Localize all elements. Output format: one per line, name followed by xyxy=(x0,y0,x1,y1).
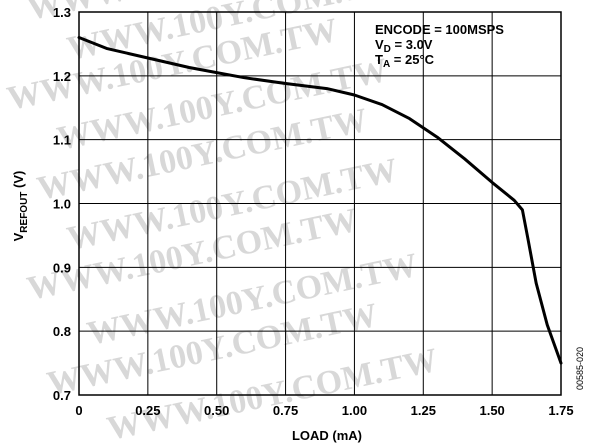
x-tick-label: 0 xyxy=(75,403,82,418)
figure-id: 00585-020 xyxy=(575,347,585,390)
y-axis-label-unit: (V) xyxy=(11,171,26,192)
annotation-ta-main: T xyxy=(375,52,383,67)
x-tick-label: 1.75 xyxy=(548,403,573,418)
x-tick-label: 1.50 xyxy=(479,403,504,418)
annotation-ta-sub: A xyxy=(383,59,390,70)
x-tick-labels: 0 0.25 0.50 0.75 1.00 1.25 1.50 1.75 xyxy=(75,403,573,418)
x-tick-label: 0.50 xyxy=(204,403,229,418)
y-tick-label: 1.3 xyxy=(53,5,71,20)
series-line xyxy=(77,36,563,365)
y-axis-label: VREFOUT (V) xyxy=(11,171,30,242)
annotation-ta: TA = 25°C xyxy=(375,52,435,70)
y-tick-label: 0.9 xyxy=(53,260,71,275)
y-axis-label-sub: REFOUT xyxy=(19,192,30,233)
annotation-ta-rest: = 25°C xyxy=(390,52,434,67)
x-tick-label: 0.25 xyxy=(135,403,160,418)
x-axis-label: LOAD (mA) xyxy=(292,428,362,443)
annotation-vd: VD = 3.0V xyxy=(375,37,433,55)
x-tick-label: 1.25 xyxy=(411,403,436,418)
y-axis-label-main: V xyxy=(11,232,26,241)
watermark-layer: WWW.100Y.COM.TWWWW.100Y.COM.TWWWW.100Y.C… xyxy=(4,0,441,448)
y-tick-label: 1.2 xyxy=(53,69,71,84)
y-tick-label: 0.7 xyxy=(53,388,71,403)
annotation-box: ENCODE = 100MSPS VD = 3.0V TA = 25°C xyxy=(375,22,504,70)
x-tick-label: 0.75 xyxy=(273,403,298,418)
x-tick-label: 1.00 xyxy=(342,403,367,418)
y-tick-label: 1.1 xyxy=(53,133,71,148)
plot-frame xyxy=(78,11,562,396)
annotation-vd-main: V xyxy=(375,37,384,52)
annotation-vd-sub: D xyxy=(384,44,391,55)
annotation-vd-rest: = 3.0V xyxy=(391,37,433,52)
annotation-encode: ENCODE = 100MSPS xyxy=(375,22,504,37)
y-tick-label: 1.0 xyxy=(53,197,71,212)
y-tick-labels: 0.7 0.8 0.9 1.0 1.1 1.2 1.3 xyxy=(53,5,71,403)
y-tick-label: 0.8 xyxy=(53,324,71,339)
